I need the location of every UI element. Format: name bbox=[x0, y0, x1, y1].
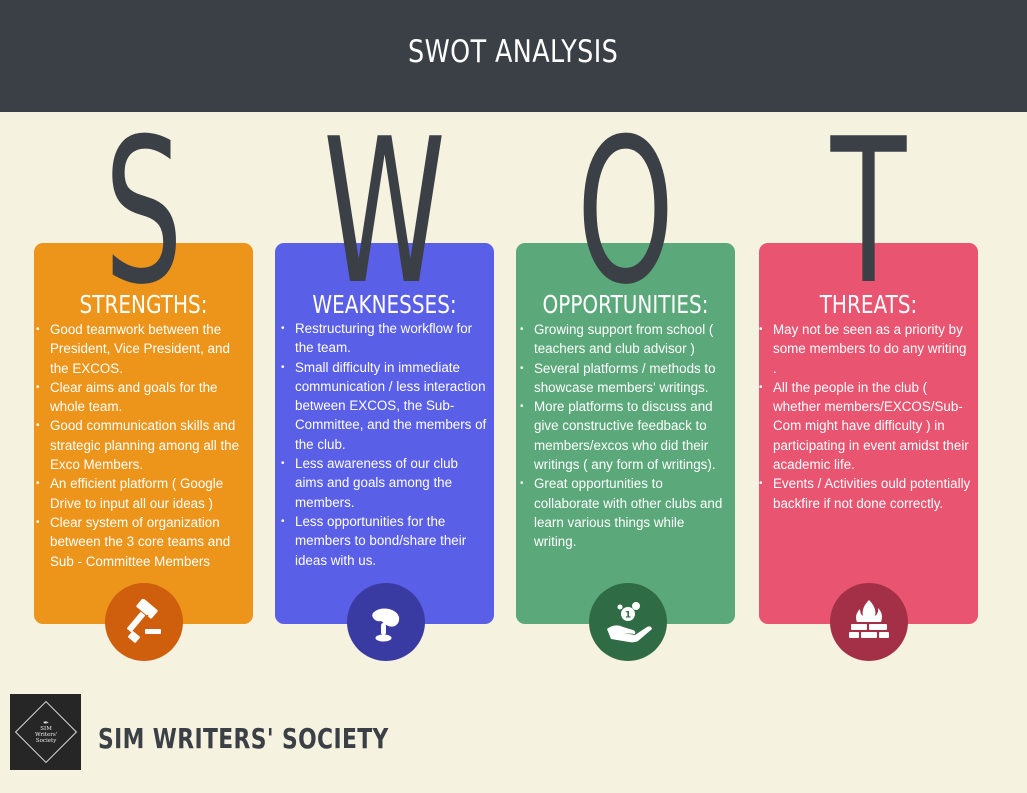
opportunities-card: OPPORTUNITIES: Growing support from scho… bbox=[516, 243, 735, 624]
list-item: Clear aims and goals for the whole team. bbox=[36, 378, 247, 417]
header-bar: SWOT ANALYSIS bbox=[0, 0, 1027, 112]
strengths-title: STRENGTHS: bbox=[79, 290, 208, 319]
list-item: An efficient platform ( Google Drive to … bbox=[36, 474, 247, 513]
list-item: Restructuring the workflow for the team. bbox=[281, 319, 488, 358]
letter-o: O bbox=[576, 96, 675, 329]
list-item: Clear system of organization between the… bbox=[36, 513, 247, 571]
page-title: SWOT ANALYSIS bbox=[408, 34, 619, 70]
list-item: More platforms to discuss and give const… bbox=[520, 397, 729, 474]
logo-diamond: ✒ SIM Writers' Society bbox=[14, 700, 77, 764]
list-item: Events / Activities ould potentially bac… bbox=[759, 474, 972, 513]
letter-w: W bbox=[323, 96, 446, 329]
svg-text:1: 1 bbox=[625, 611, 631, 621]
list-item: Good communication skills and strategic … bbox=[36, 416, 247, 474]
strengths-list: Good teamwork between the President, Vic… bbox=[36, 320, 247, 571]
list-item: Several platforms / methods to showcase … bbox=[520, 359, 729, 398]
weaknesses-list: Restructuring the workflow for the team.… bbox=[281, 319, 488, 570]
list-item: Great opportunities to collaborate with … bbox=[520, 474, 729, 551]
weaknesses-title: WEAKNESSES: bbox=[312, 290, 457, 319]
money-hand-icon: 1 bbox=[589, 583, 667, 661]
opportunities-list: Growing support from school ( teachers a… bbox=[520, 320, 729, 552]
letter-t: T bbox=[830, 96, 907, 329]
threats-card: THREATS: May not be seen as a priority b… bbox=[759, 243, 978, 624]
list-item: Small difficulty in immediate communicat… bbox=[281, 358, 488, 454]
society-logo: ✒ SIM Writers' Society bbox=[10, 694, 81, 770]
weaknesses-card: WEAKNESSES: Restructuring the workflow f… bbox=[275, 243, 494, 624]
hand-icon bbox=[347, 583, 425, 661]
opportunities-title: OPPORTUNITIES: bbox=[542, 290, 709, 319]
list-item: Growing support from school ( teachers a… bbox=[520, 320, 729, 359]
strengths-card: STRENGTHS: Good teamwork between the Pre… bbox=[34, 243, 253, 624]
threats-title: THREATS: bbox=[819, 290, 918, 319]
organization-name: SIM WRITERS' SOCIETY bbox=[98, 722, 389, 755]
list-item: Less awareness of our club aims and goal… bbox=[281, 454, 488, 512]
list-item: Good teamwork between the President, Vic… bbox=[36, 320, 247, 378]
threats-list: May not be seen as a priority by some me… bbox=[759, 320, 972, 513]
logo-text-line: Society bbox=[35, 737, 56, 744]
list-item: Less opportunities for the members to bo… bbox=[281, 512, 488, 570]
list-item: All the people in the club ( whether mem… bbox=[759, 378, 972, 474]
logo-text: ✒ SIM Writers' Society bbox=[34, 719, 56, 744]
list-item: May not be seen as a priority by some me… bbox=[759, 320, 972, 378]
gavel-icon bbox=[105, 583, 183, 661]
letter-s: S bbox=[104, 96, 183, 329]
firewall-icon bbox=[830, 583, 908, 661]
